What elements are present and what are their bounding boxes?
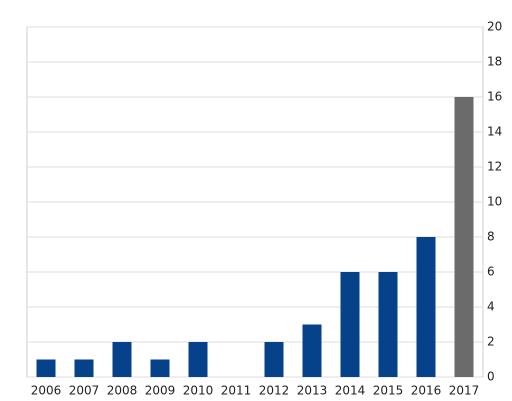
x-tick-label: 2017	[449, 384, 480, 398]
x-tick-label: 2013	[297, 384, 328, 398]
x-tick-label: 2010	[183, 384, 214, 398]
x-tick-label: 2011	[221, 384, 252, 398]
y-tick-label: 6	[487, 265, 495, 279]
x-tick-label: 2007	[69, 384, 100, 398]
x-tick-label: 2006	[31, 384, 62, 398]
x-tick-label: 2008	[107, 384, 138, 398]
y-tick-label: 0	[487, 370, 495, 384]
y-tick-label: 8	[487, 230, 495, 244]
y-tick-label: 20	[487, 20, 502, 34]
x-tick-label: 2009	[145, 384, 176, 398]
bar	[74, 359, 94, 377]
bar	[112, 342, 132, 377]
x-tick-label: 2012	[259, 384, 290, 398]
y-tick-label: 10	[487, 195, 502, 209]
bar	[36, 359, 56, 377]
bar	[150, 359, 170, 377]
bar	[188, 342, 208, 377]
bar	[264, 342, 284, 377]
bar	[416, 237, 436, 377]
y-tick-label: 16	[487, 90, 502, 104]
bar	[454, 97, 474, 377]
x-tick-label: 2014	[335, 384, 366, 398]
y-tick-label: 14	[487, 125, 502, 139]
y-tick-label: 12	[487, 160, 502, 174]
y-tick-label: 2	[487, 335, 495, 349]
x-tick-label: 2016	[411, 384, 442, 398]
bar	[340, 272, 360, 377]
bar	[302, 324, 322, 377]
bar	[378, 272, 398, 377]
y-tick-label: 18	[487, 55, 502, 69]
x-tick-label: 2015	[373, 384, 404, 398]
y-tick-label: 4	[487, 300, 495, 314]
